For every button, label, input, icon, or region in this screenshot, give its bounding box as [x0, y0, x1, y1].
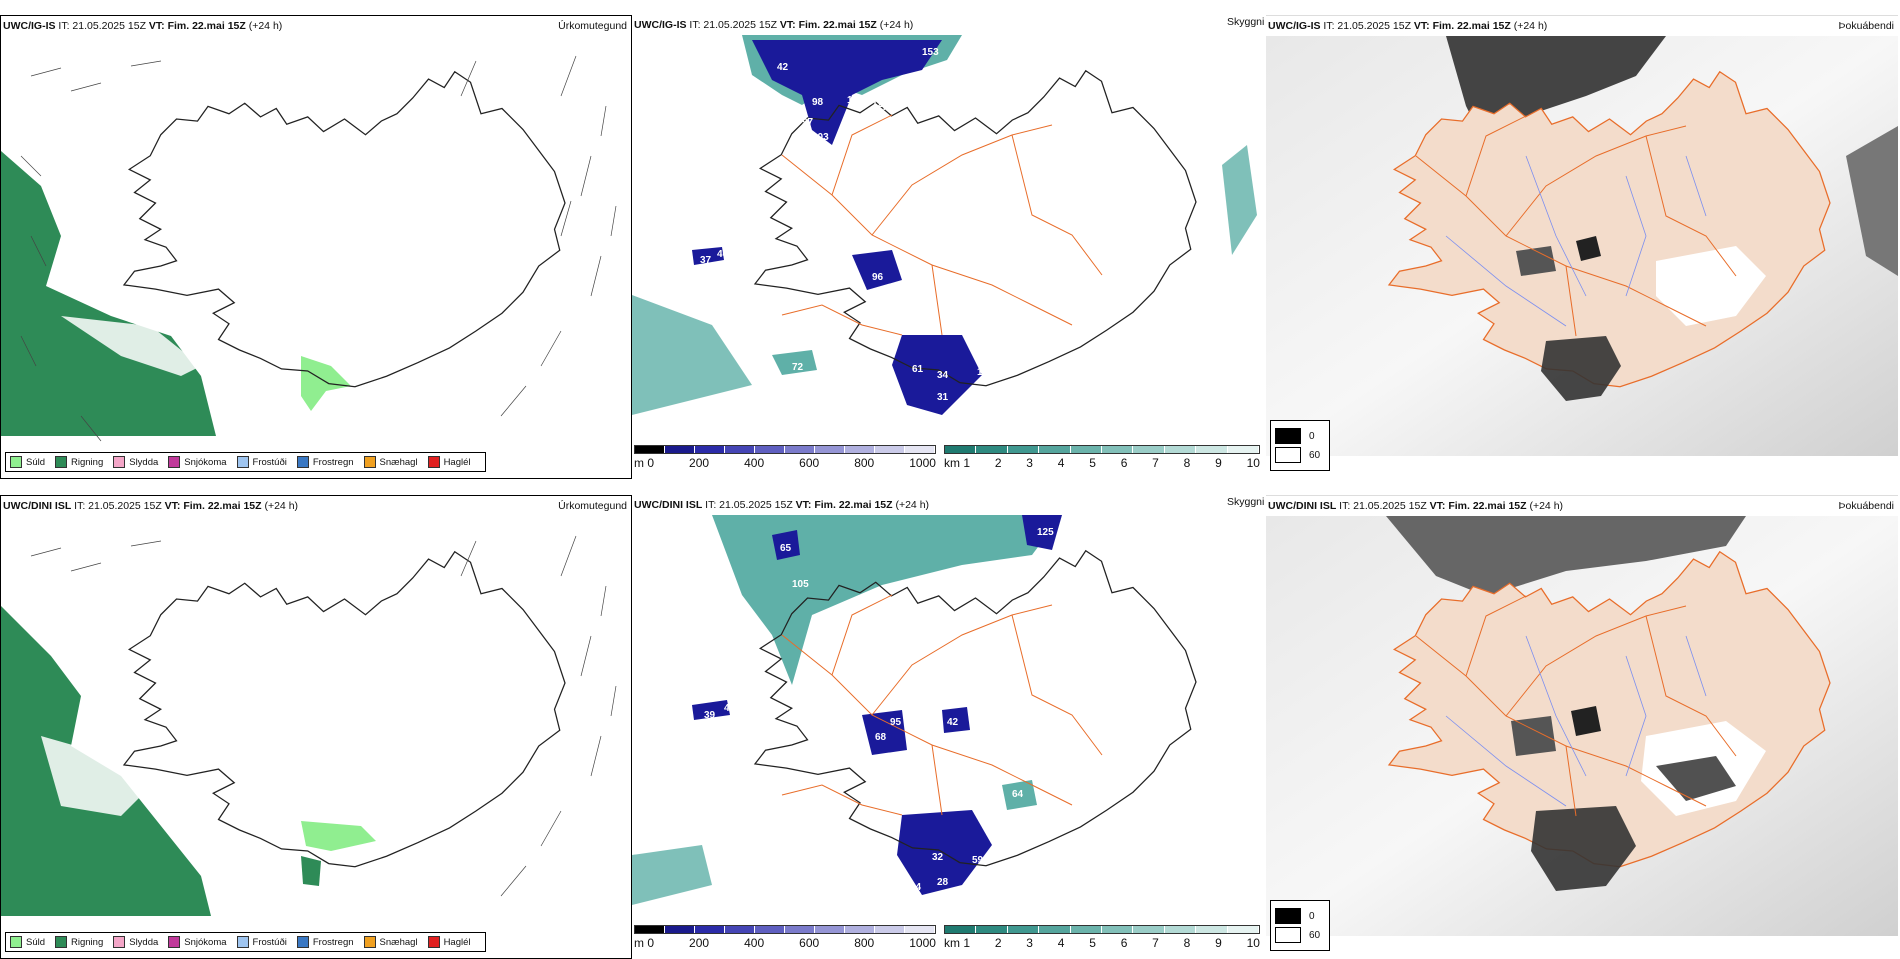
legend-item: Rigning	[55, 936, 103, 948]
skyggni-label: Skyggni	[1227, 16, 1265, 28]
rain-area	[1, 151, 216, 436]
legend-item: Frostregn	[296, 936, 354, 948]
panel-header: UWC/DINI ISL IT: 21.05.2025 15Z VT: Fim.…	[634, 499, 930, 511]
fog-label: Þokuábendi	[1838, 500, 1894, 512]
panel-header: UWC/IG-IS IT: 21.05.2025 15Z VT: Fim. 22…	[1268, 20, 1548, 32]
skyggni-label: Skyggni	[1227, 496, 1265, 508]
panel-header: UWC/IG-IS IT: 21.05.2025 15Z VT: Fim. 22…	[3, 20, 283, 32]
svg-text:48: 48	[987, 850, 999, 861]
legend-item: Súld	[10, 936, 45, 948]
svg-text:42: 42	[777, 62, 789, 73]
svg-text:61: 61	[912, 364, 924, 375]
svg-text:153: 153	[922, 47, 939, 58]
legend-item: Slydda	[113, 456, 158, 468]
fog-legend: 0 60	[1270, 900, 1330, 951]
panel-header: UWC/IG-IS IT: 21.05.2025 15Z VT: Fim. 22…	[634, 19, 914, 31]
svg-text:96: 96	[872, 272, 884, 283]
svg-text:59: 59	[972, 855, 984, 866]
precip-legend: Súld Rigning Slydda Snjókoma Frostúði Fr…	[5, 452, 486, 472]
drizzle-area	[301, 356, 351, 411]
fog-panel-1: UWC/IG-IS IT: 21.05.2025 15Z VT: Fim. 22…	[1266, 15, 1898, 479]
svg-text:95: 95	[890, 717, 902, 728]
legend-item: Haglél	[427, 936, 471, 948]
fog-label: Þokuábendi	[1838, 20, 1894, 32]
svg-text:38: 38	[857, 747, 869, 758]
km-scale: km 1 2 3 4 5 6 7 8 9 10	[944, 925, 1260, 951]
legend-item: Frostúði	[236, 936, 287, 948]
svg-text:75: 75	[912, 260, 924, 271]
svg-text:74: 74	[1032, 777, 1044, 788]
road-network	[781, 114, 1103, 336]
svg-text:308: 308	[1047, 800, 1064, 811]
svg-text:34: 34	[910, 882, 922, 893]
svg-text:121: 121	[872, 99, 889, 110]
svg-text:47: 47	[724, 703, 736, 714]
svg-text:34: 34	[937, 370, 949, 381]
precip-label: Úrkomutegund	[558, 500, 627, 512]
fog-panel-2: UWC/DINI ISL IT: 21.05.2025 15Z VT: Fim.…	[1266, 495, 1898, 959]
visibility-panel-2: UWC/DINI ISL IT: 21.05.2025 15Z VT: Fim.…	[632, 495, 1264, 959]
fog-map-2	[1266, 516, 1898, 936]
legend-item: Súld	[10, 456, 45, 468]
svg-text:125: 125	[1037, 527, 1054, 538]
precip-map-1	[1, 55, 617, 442]
svg-text:68: 68	[875, 732, 887, 743]
vis-numbers: 153 42 98 122 121 97 88 103 76 82 37 46 …	[700, 47, 1124, 403]
precip-legend: Súld Rigning Slydda Snjókoma Frostúði Fr…	[5, 932, 486, 952]
height-scale: m 0 200 400 600 800 1000	[634, 925, 936, 951]
svg-text:46: 46	[717, 249, 729, 260]
svg-text:88: 88	[907, 87, 919, 98]
km-scale: km 1 2 3 4 5 6 7 8 9 10	[944, 445, 1260, 471]
precip-label: Úrkomutegund	[558, 20, 627, 32]
legend-item: Snjókoma	[168, 456, 227, 468]
height-scale: m 0 200 400 600 800 1000	[634, 445, 936, 471]
svg-text:82: 82	[812, 167, 824, 178]
visibility-map-1: 153 42 98 122 121 97 88 103 76 82 37 46 …	[632, 35, 1257, 415]
svg-text:14: 14	[977, 367, 989, 378]
svg-text:32: 32	[932, 852, 944, 863]
svg-text:65: 65	[780, 543, 792, 554]
svg-text:105: 105	[792, 579, 809, 590]
svg-text:64: 64	[1012, 789, 1024, 800]
svg-text:18: 18	[1112, 282, 1124, 293]
rivers	[1445, 155, 1707, 327]
legend-item: Snæhagl	[363, 456, 418, 468]
legend-item: Haglél	[427, 456, 471, 468]
svg-text:122: 122	[847, 95, 864, 106]
svg-text:97: 97	[802, 117, 814, 128]
panel-header: UWC/DINI ISL IT: 21.05.2025 15Z VT: Fim.…	[3, 500, 299, 512]
svg-text:76: 76	[882, 102, 894, 113]
precip-panel-2: UWC/DINI ISL IT: 21.05.2025 15Z VT: Fim.…	[0, 495, 632, 959]
svg-text:28: 28	[937, 877, 949, 888]
legend-item: Slydda	[113, 936, 158, 948]
visibility-map-2: 125 65 105 39 47 95 68 38 42 64 74 308 7…	[632, 515, 1197, 905]
precip-panel-1: UWC/IG-IS IT: 21.05.2025 15Z VT: Fim. 22…	[0, 15, 632, 479]
svg-text:37: 37	[700, 255, 712, 266]
svg-text:98: 98	[812, 97, 824, 108]
panel-header: UWC/DINI ISL IT: 21.05.2025 15Z VT: Fim.…	[1268, 500, 1564, 512]
precip-map-2	[1, 535, 617, 916]
svg-text:73: 73	[802, 842, 814, 853]
legend-item: Frostregn	[296, 456, 354, 468]
legend-item: Snæhagl	[363, 936, 418, 948]
legend-item: Snjókoma	[168, 936, 227, 948]
wind-barbs	[20, 55, 617, 442]
svg-text:42: 42	[947, 717, 959, 728]
visibility-panel-1: UWC/IG-IS IT: 21.05.2025 15Z VT: Fim. 22…	[632, 15, 1264, 479]
svg-text:72: 72	[792, 362, 804, 373]
svg-text:39: 39	[704, 710, 716, 721]
fog-legend: 0 60	[1270, 420, 1330, 471]
legend-item: Rigning	[55, 456, 103, 468]
svg-text:103: 103	[812, 132, 829, 143]
fog-map-1	[1266, 36, 1898, 456]
svg-text:31: 31	[937, 392, 949, 403]
legend-item: Frostúði	[236, 456, 287, 468]
